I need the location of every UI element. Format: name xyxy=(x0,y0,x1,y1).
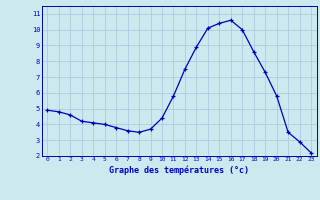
X-axis label: Graphe des températures (°c): Graphe des températures (°c) xyxy=(109,165,249,175)
